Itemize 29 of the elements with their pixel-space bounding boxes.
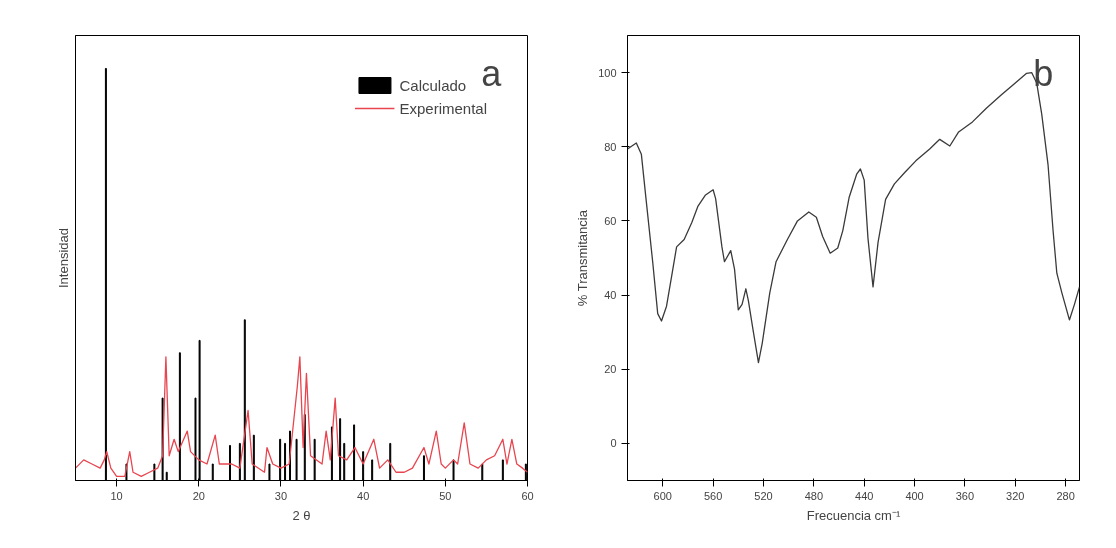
annotation: b: [1033, 53, 1054, 95]
x-tick-label: 360: [955, 489, 975, 502]
x-tick-label: 280: [1056, 489, 1075, 502]
x-tick-label: 10: [110, 489, 123, 502]
x-tick-label: 30: [274, 489, 288, 502]
y-tick-label: 80: [604, 140, 617, 153]
x-tick-label: 480: [804, 489, 824, 502]
x-tick-label: 440: [855, 489, 874, 502]
x-axis-title: Frecuencia cm⁻¹: [806, 507, 901, 523]
x-tick-label: 50: [439, 489, 452, 502]
x-axis-title: 2 θ: [292, 507, 311, 523]
x-tick-label: 320: [1006, 489, 1025, 502]
x-tick-label: 60: [521, 489, 534, 502]
y-tick-label: 20: [604, 363, 617, 376]
legend-label: Experimental: [399, 99, 487, 117]
y-tick-label: 100: [598, 66, 617, 79]
x-tick-label: 20: [192, 489, 205, 502]
y-tick-label: 0: [610, 437, 617, 450]
annotation: a: [481, 53, 503, 95]
x-tick-label: 40: [357, 489, 370, 502]
x-tick-label: 560: [703, 489, 723, 502]
y-axis-title: % Transmitancia: [575, 209, 591, 307]
x-tick-label: 600: [653, 489, 672, 502]
y-tick-label: 40: [604, 289, 617, 302]
y-axis-title: Intensidad: [55, 228, 71, 288]
x-tick-label: 520: [754, 489, 773, 502]
y-tick-label: 60: [604, 214, 617, 227]
legend-label: Calculado: [399, 76, 467, 94]
x-tick-label: 400: [905, 489, 924, 502]
